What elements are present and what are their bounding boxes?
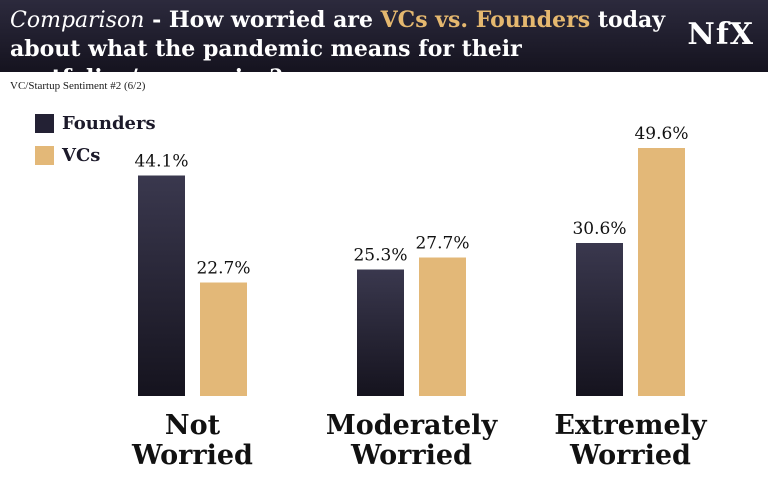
category-label-extremely-worried-0: Extremely	[554, 410, 708, 441]
bar-founders-extremely-worried	[576, 243, 623, 396]
data-label-founders-moderately-worried: 25.3%	[353, 246, 407, 266]
category-label-moderately-worried-0: Moderately	[326, 410, 499, 441]
data-label-vcs-extremely-worried: 49.6%	[634, 124, 688, 144]
legend-swatch-vcs	[35, 145, 54, 165]
chart-subtitle: VC/Startup Sentiment #2 (6/2)	[10, 80, 146, 92]
data-label-vcs-moderately-worried: 27.7%	[415, 234, 469, 254]
title-comparison: Comparison	[10, 8, 145, 33]
category-label-not-worried-1: Worried	[131, 440, 253, 471]
legend-item-vcs: VCs	[35, 144, 156, 166]
title-part-2: today about what the pandemic means for …	[10, 7, 666, 91]
category-label-moderately-worried-1: Worried	[350, 440, 472, 471]
legend-item-founders: Founders	[35, 112, 156, 134]
data-label-vcs-not-worried: 22.7%	[196, 259, 250, 279]
category-label-extremely-worried-1: Worried	[569, 440, 691, 471]
bar-vcs-moderately-worried	[419, 257, 466, 396]
legend: Founders VCs	[35, 112, 156, 176]
legend-label-founders: Founders	[62, 112, 156, 134]
title-part-1: - How worried are	[144, 7, 381, 33]
bar-vcs-extremely-worried	[638, 148, 685, 396]
nfx-logo: NfX	[687, 17, 754, 52]
bar-founders-not-worried	[138, 175, 185, 396]
bar-vcs-not-worried	[200, 282, 247, 396]
bar-founders-moderately-worried	[357, 269, 404, 396]
data-label-founders-not-worried: 44.1%	[134, 152, 188, 172]
legend-swatch-founders	[35, 113, 54, 133]
title-highlight: VCs vs. Founders	[380, 7, 591, 33]
chart-title: Comparison - How worried are VCs vs. Fou…	[10, 6, 680, 93]
header-banner: Comparison - How worried are VCs vs. Fou…	[0, 0, 768, 91]
data-label-founders-extremely-worried: 30.6%	[572, 219, 626, 239]
category-label-not-worried-0: Not	[165, 410, 221, 441]
legend-label-vcs: VCs	[62, 144, 101, 166]
